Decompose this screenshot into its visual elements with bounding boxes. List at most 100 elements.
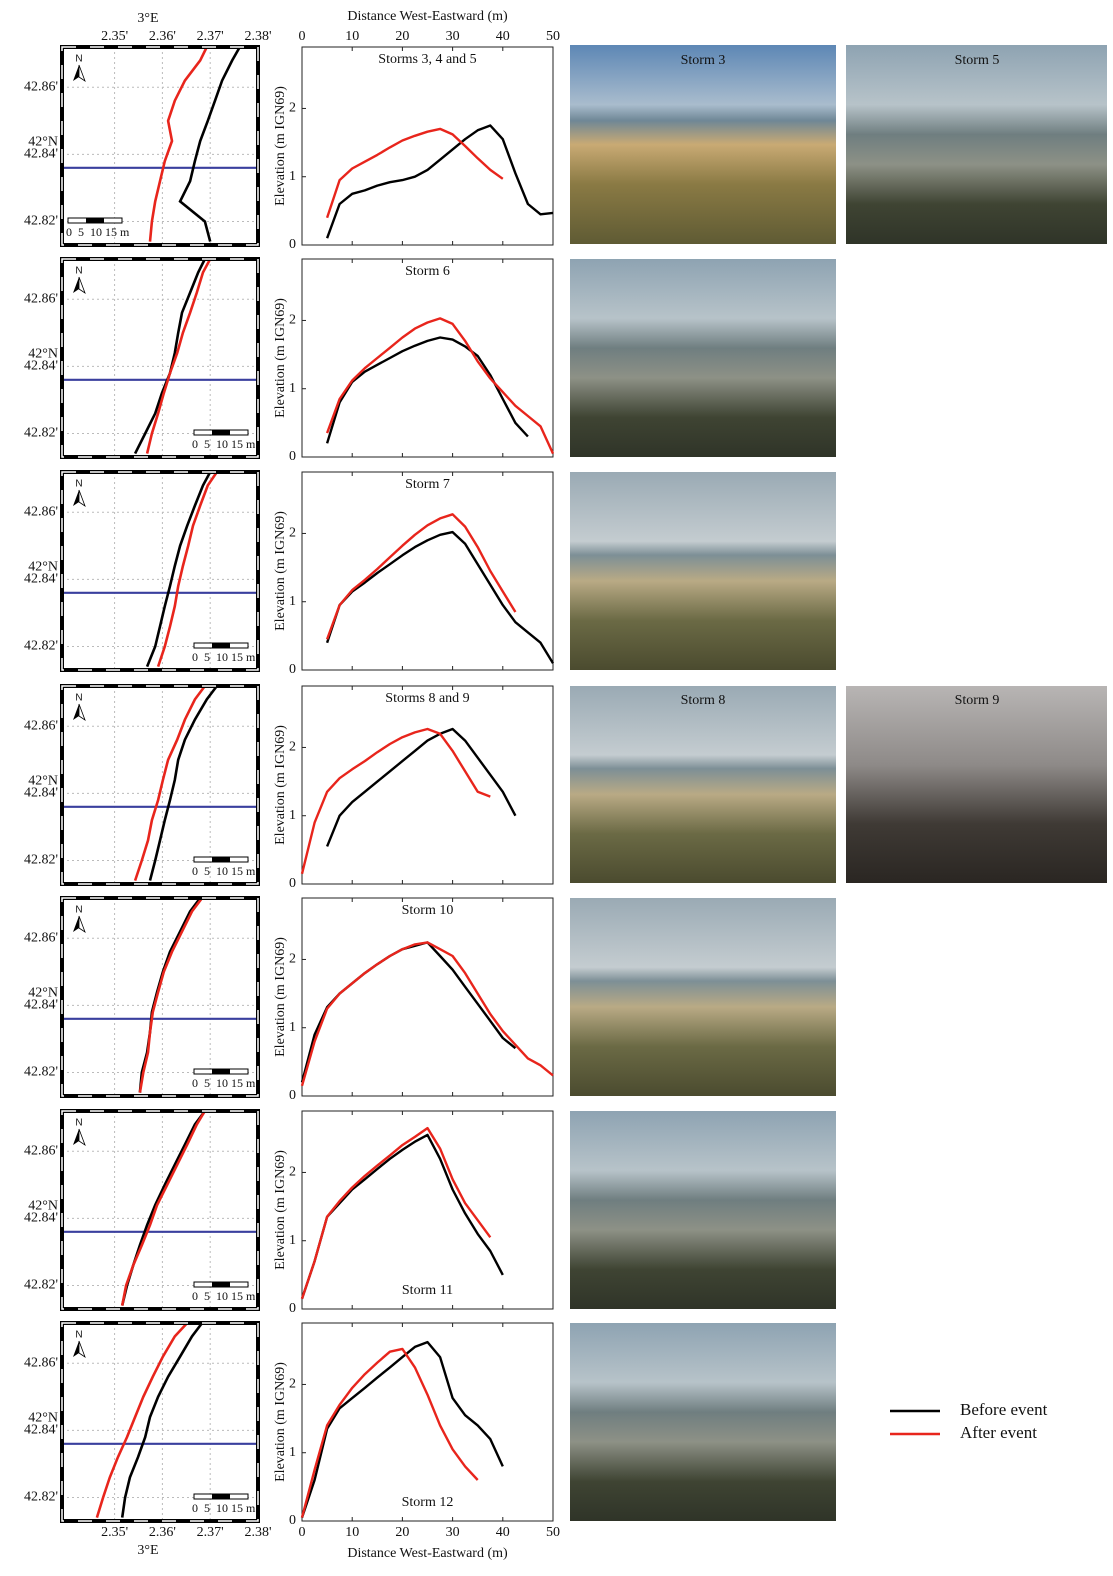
scale-bar: [212, 1494, 230, 1499]
y-tick-label: 42.84': [24, 786, 58, 801]
north-label: N: [75, 1118, 82, 1129]
plot-frame: [301, 685, 554, 885]
photo: [570, 898, 836, 1096]
photo: [570, 1111, 836, 1309]
chart-title: Storm 12: [402, 1495, 454, 1510]
y-axis-label: 42°N: [28, 986, 58, 1001]
x-tick-label: 0: [299, 29, 306, 44]
photo: [570, 1323, 836, 1521]
scale-bar-label: 0 5 10 15 m: [192, 650, 256, 664]
y-tick-label: 42.82': [24, 1278, 58, 1293]
profile-line: [325, 127, 504, 219]
shoreline: [133, 685, 206, 882]
x-axis-label: Distance West-Eastward (m): [347, 1546, 508, 1561]
x-tick-label: 30: [446, 29, 460, 44]
shoreline: [178, 46, 241, 242]
y-tick-label: 0: [289, 876, 296, 891]
y-tick-label: 42.86': [24, 504, 58, 519]
north-arrow: [78, 703, 86, 722]
y-tick-label: 42.82': [24, 1065, 58, 1080]
y-tick-label: 0: [289, 449, 296, 464]
y-tick-label: 0: [289, 1513, 296, 1528]
x-tick-label: 2.36': [149, 29, 176, 44]
chart-title: Storms 3, 4 and 5: [378, 52, 476, 67]
north-arrow: [73, 916, 79, 932]
profile-line: [325, 727, 517, 847]
y-tick-label: 42.84': [24, 1211, 58, 1226]
plot-frame: [301, 1110, 554, 1310]
profile-line: [300, 1347, 479, 1518]
map-frame: [61, 897, 259, 1097]
y-tick-label: 2: [289, 1377, 296, 1392]
photo: [570, 472, 836, 670]
map-background: [62, 1111, 258, 1309]
scale-bar-label: 0 5 10 15 m: [192, 1076, 256, 1090]
profile-line: [300, 727, 491, 875]
y-tick-label: 1: [289, 1445, 296, 1460]
y-tick-label: 42.86': [24, 930, 58, 945]
y-axis-label: Elevation (m IGN69): [273, 298, 288, 418]
map-background: [62, 259, 258, 457]
profile-line: [325, 317, 555, 455]
x-tick-label: 2.36': [149, 1525, 176, 1540]
x-tick-label: 2.35': [101, 29, 128, 44]
y-axis-label: Elevation (m IGN69): [273, 1362, 288, 1482]
y-tick-label: 42.84': [24, 359, 58, 374]
x-tick-label: 2.35': [101, 1525, 128, 1540]
y-tick-label: 2: [289, 313, 296, 328]
map-frame: [61, 1110, 259, 1310]
y-tick-label: 42.82': [24, 1490, 58, 1505]
y-tick-label: 42.82': [24, 426, 58, 441]
scale-bar-label: 0 5 10 15 m: [66, 225, 130, 239]
scale-bar-label: 0 5 10 15 m: [192, 437, 256, 451]
north-arrow: [78, 276, 86, 295]
x-tick-label: 10: [345, 1525, 359, 1540]
north-label: N: [75, 266, 82, 277]
x-tick-label: 2.37': [197, 1525, 224, 1540]
y-axis-label: Elevation (m IGN69): [273, 1150, 288, 1270]
y-tick-label: 42.84': [24, 1423, 58, 1438]
scale-bar: [212, 857, 230, 862]
north-arrow: [73, 277, 79, 293]
y-tick-label: 42.86': [24, 718, 58, 733]
x-axis-label: Distance West-Eastward (m): [347, 9, 508, 24]
y-tick-label: 0: [289, 237, 296, 252]
photo-label: Storm 9: [955, 693, 1000, 708]
y-axis-label: 42°N: [28, 135, 58, 150]
y-tick-label: 0: [289, 662, 296, 677]
plot-frame: [301, 1322, 554, 1522]
north-label: N: [75, 693, 82, 704]
map-background: [62, 898, 258, 1096]
shoreline: [95, 1322, 189, 1518]
scale-bar: [212, 1069, 230, 1074]
scale-bar-label: 0 5 10 15 m: [192, 864, 256, 878]
y-tick-label: 1: [289, 594, 296, 609]
legend-label: After event: [960, 1423, 1037, 1442]
north-arrow: [78, 489, 86, 508]
map-frame: [61, 471, 259, 671]
profile-line: [300, 941, 554, 1087]
north-arrow: [73, 704, 79, 720]
photo-label: Storm 5: [955, 53, 1000, 68]
map-frame: [61, 1322, 259, 1522]
photo: [846, 45, 1107, 244]
y-tick-label: 1: [289, 1020, 296, 1035]
profile-line: [300, 1126, 492, 1300]
shoreline: [145, 258, 212, 454]
scale-bar: [86, 218, 104, 223]
x-axis-label: 3°E: [137, 1543, 158, 1558]
y-tick-label: 1: [289, 1233, 296, 1248]
chart-title: Storms 8 and 9: [385, 691, 469, 706]
north-arrow: [78, 915, 86, 934]
map-background: [62, 47, 258, 245]
y-axis-label: 42°N: [28, 1411, 58, 1426]
y-tick-label: 42.84': [24, 998, 58, 1013]
shoreline: [145, 471, 212, 668]
y-tick-label: 42.84': [24, 572, 58, 587]
y-tick-label: 2: [289, 740, 296, 755]
plot-frame: [301, 258, 554, 458]
photo: [570, 686, 836, 883]
legend-label: Before event: [960, 1400, 1048, 1419]
x-tick-label: 50: [546, 1525, 560, 1540]
